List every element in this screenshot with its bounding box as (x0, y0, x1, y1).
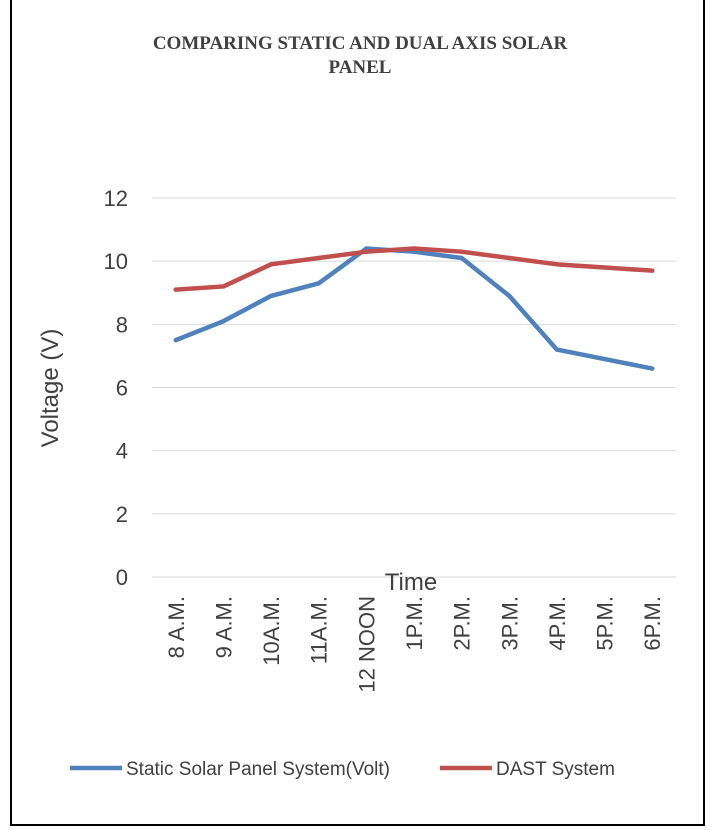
data-point (268, 293, 274, 299)
data-point (221, 284, 226, 289)
data-point (268, 262, 274, 267)
data-point (459, 249, 464, 254)
x-tick-label: 6P.M. (640, 596, 665, 651)
chart-title-line-2: PANEL (328, 57, 392, 78)
data-point (602, 265, 607, 270)
y-tick-label: 2 (116, 502, 128, 527)
data-point (602, 356, 607, 362)
data-point (221, 318, 226, 324)
legend: Static Solar Panel System(Volt) DAST Syst… (70, 759, 615, 780)
y-tick-label: 10 (104, 249, 128, 274)
x-tick-label: 8 A.M. (164, 596, 189, 658)
y-axis-label: Voltage (V) (37, 329, 64, 448)
data-point (411, 246, 417, 251)
y-tick-label: 6 (116, 376, 128, 401)
x-tick-label: 4P.M. (545, 596, 570, 651)
data-point (364, 249, 369, 254)
series-line-2 (173, 246, 655, 292)
data-point (507, 255, 512, 261)
data-point (173, 337, 179, 343)
chart-title-line-1: COMPARING STATIC AND DUAL AXIS SOLAR (152, 33, 568, 54)
data-point (554, 347, 560, 352)
x-tick-label: 11A.M. (307, 596, 332, 664)
x-tick-label: 5P.M. (593, 596, 618, 651)
data-point (316, 255, 321, 261)
x-tick-label: 3P.M. (497, 596, 522, 651)
y-tick-label: 12 (104, 186, 128, 211)
x-tick-label: 12 NOON (354, 596, 379, 693)
data-point (459, 255, 464, 261)
y-tick-label: 4 (116, 439, 128, 464)
legend-label: DAST System (496, 759, 615, 780)
data-point (554, 262, 560, 267)
data-point (649, 268, 655, 273)
legend-label: Static Solar Panel System(Volt) (126, 759, 390, 780)
x-axis-label: Time (385, 569, 437, 596)
data-point (507, 293, 512, 299)
x-tick-label: 2P.M. (450, 596, 475, 651)
data-point (316, 281, 321, 286)
x-tick-label: 1P.M. (402, 596, 427, 651)
y-tick-label: 0 (116, 565, 128, 590)
data-point (649, 366, 655, 371)
y-tick-label: 8 (116, 312, 128, 337)
x-tick-label: 10A.M. (259, 596, 284, 666)
data-point (173, 287, 179, 292)
x-tick-label: 9 A.M. (211, 596, 236, 658)
chart-frame (10, 0, 705, 826)
